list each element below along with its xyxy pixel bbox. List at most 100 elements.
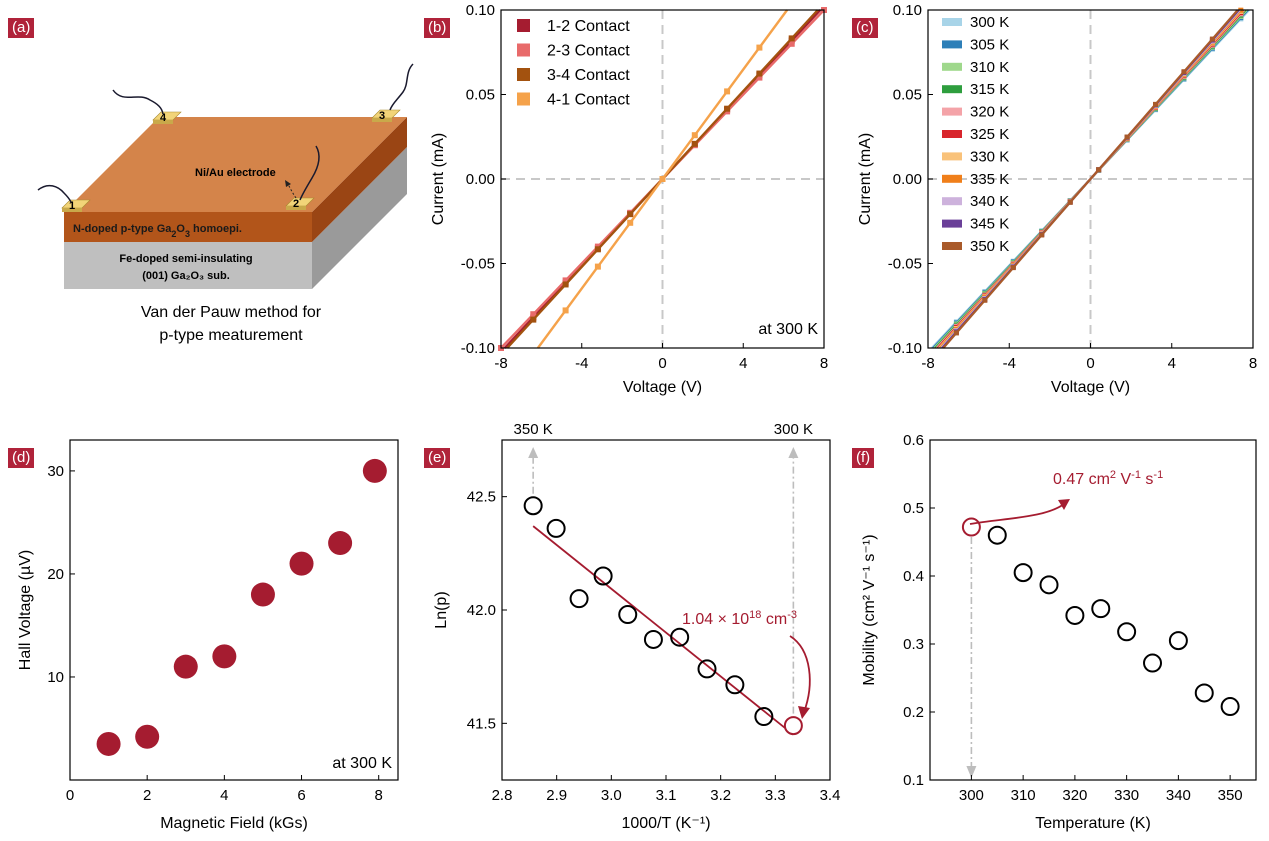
y-tick-label: -0.10 — [461, 340, 495, 357]
legend-swatch — [942, 107, 962, 116]
annotation-sup: -1 — [1131, 469, 1141, 481]
x-tick-label: 8 — [375, 787, 383, 804]
schematic-caption-line2: p-type meaturement — [159, 327, 303, 344]
panel-label-f: (f) — [852, 448, 875, 468]
contact-number: 1 — [69, 200, 75, 212]
data-point — [212, 644, 237, 669]
guide-arrowhead — [528, 447, 539, 458]
legend-swatch — [942, 219, 962, 228]
mobility-annotation: 0.47 cm2 V-1 s-1 — [1053, 469, 1163, 488]
legend-swatch — [942, 152, 962, 161]
x-tick-label: 8 — [1249, 355, 1257, 372]
y-tick-label: 42.5 — [467, 489, 496, 506]
data-point — [987, 525, 1007, 545]
guide-arrowhead — [788, 447, 799, 458]
data-marker — [982, 297, 988, 303]
x-tick-label: 4 — [739, 355, 747, 372]
legend-label: 325 K — [970, 126, 1009, 143]
legend-swatch — [942, 197, 962, 206]
contact-pad-edge — [153, 120, 173, 124]
annotation-part: cm — [761, 611, 787, 628]
legend-label: 310 K — [970, 59, 1009, 76]
x-tick-label: 0 — [1086, 355, 1094, 372]
data-point — [1194, 683, 1214, 703]
mobility-chart: 300 310 320 330 340 350 0.6 0.5 0.4 0.3 0.2 0.1 Temp… — [861, 432, 1257, 832]
legend-label: 300 K — [970, 14, 1009, 31]
y-tick-label: 0.10 — [893, 2, 922, 19]
y-tick-label: 0.1 — [903, 772, 924, 789]
legend-swatch — [517, 19, 530, 32]
legend-label: 2-3 Contact — [547, 43, 630, 60]
legend-swatch — [942, 40, 962, 49]
y-tick-label: 20 — [47, 566, 64, 583]
data-marker — [562, 281, 569, 288]
annotation-arrow — [969, 503, 1065, 525]
x-tick-label: 300 — [959, 787, 984, 804]
x-tick-label: 0 — [66, 787, 74, 804]
guide-arrowhead — [966, 766, 977, 778]
electrode-arrow — [287, 183, 297, 199]
substrate-side — [312, 147, 407, 289]
data-point — [1039, 575, 1059, 595]
legend-label: 350 K — [970, 238, 1009, 255]
data-marker — [562, 307, 569, 314]
data-point — [697, 659, 717, 679]
x-tick-label: -8 — [921, 355, 934, 372]
data-point — [1168, 631, 1188, 651]
data-marker — [1096, 167, 1102, 173]
annotation-part: s — [1141, 471, 1153, 488]
y-tick-label: 0.6 — [903, 432, 924, 449]
epilayer-label-part: O — [176, 223, 185, 235]
x-tick-label: 3.3 — [765, 787, 786, 804]
substrate-label-line1: Fe-doped semi-insulating — [119, 253, 252, 265]
y-tick-label: 0.00 — [466, 171, 495, 188]
temperature-top-label: 300 K — [774, 421, 813, 438]
y-tick-label: -0.05 — [888, 256, 922, 273]
contact-pad — [371, 109, 401, 119]
y-axis-label: Mobility (cm² V⁻¹ s⁻¹) — [861, 534, 878, 685]
data-marker — [627, 211, 634, 218]
legend-swatch — [942, 130, 962, 138]
contact-number: 2 — [293, 198, 299, 210]
legend-label: 330 K — [970, 148, 1009, 165]
data-marker — [1209, 36, 1215, 42]
series-line — [942, 9, 1239, 349]
legend-label: 1-2 Contact — [547, 18, 630, 35]
data-point — [173, 654, 198, 679]
x-tick-label: 3.2 — [710, 787, 731, 804]
x-axis-label: Voltage (V) — [623, 379, 702, 396]
temperature-annotation: at 300 K — [332, 755, 392, 772]
contact-pad-edge — [286, 206, 306, 210]
highlight-point — [783, 716, 803, 736]
concentration-annotation: 1.04 × 1018 cm-3 — [682, 609, 797, 628]
data-marker — [1039, 232, 1045, 238]
legend-swatch — [517, 68, 530, 81]
legend-swatch — [942, 85, 962, 94]
x-axis-label: 1000/T (K⁻¹) — [621, 815, 710, 832]
carrier-concentration-chart: 350 K 300 K 2.8 2.9 3.0 3.1 3.2 3.3 3.4 42.5 42.0 4… — [433, 421, 840, 832]
legend-label: 4-1 Contact — [547, 92, 630, 109]
legend-swatch — [942, 18, 962, 26]
plot-frame — [69, 439, 399, 781]
temperature-top-label: 350 K — [514, 421, 553, 438]
data-point — [618, 605, 638, 625]
legend-swatch — [942, 242, 962, 250]
data-point — [523, 496, 543, 516]
data-marker — [691, 132, 698, 139]
data-point — [1065, 605, 1085, 625]
annotation-arrowhead — [798, 706, 810, 719]
panel-label-b: (b) — [424, 18, 451, 38]
epilayer-label-part: N-doped p-type Ga — [73, 223, 172, 235]
data-marker — [530, 316, 537, 323]
x-tick-label: -4 — [1003, 355, 1016, 372]
epilayer-front — [64, 212, 312, 242]
contact-pad-edge — [62, 208, 82, 212]
plot-frame — [501, 439, 831, 781]
x-tick-label: 350 — [1218, 787, 1243, 804]
wire-2 — [299, 145, 320, 201]
y-tick-label: 10 — [47, 669, 64, 686]
iv-temperature-chart: -8 -4 0 4 8 0.10 0.05 0.00 -0.05 -0.10 Voltage (V)… — [857, 2, 1257, 396]
panel-label-e: (e) — [424, 448, 451, 468]
data-point — [289, 551, 314, 576]
